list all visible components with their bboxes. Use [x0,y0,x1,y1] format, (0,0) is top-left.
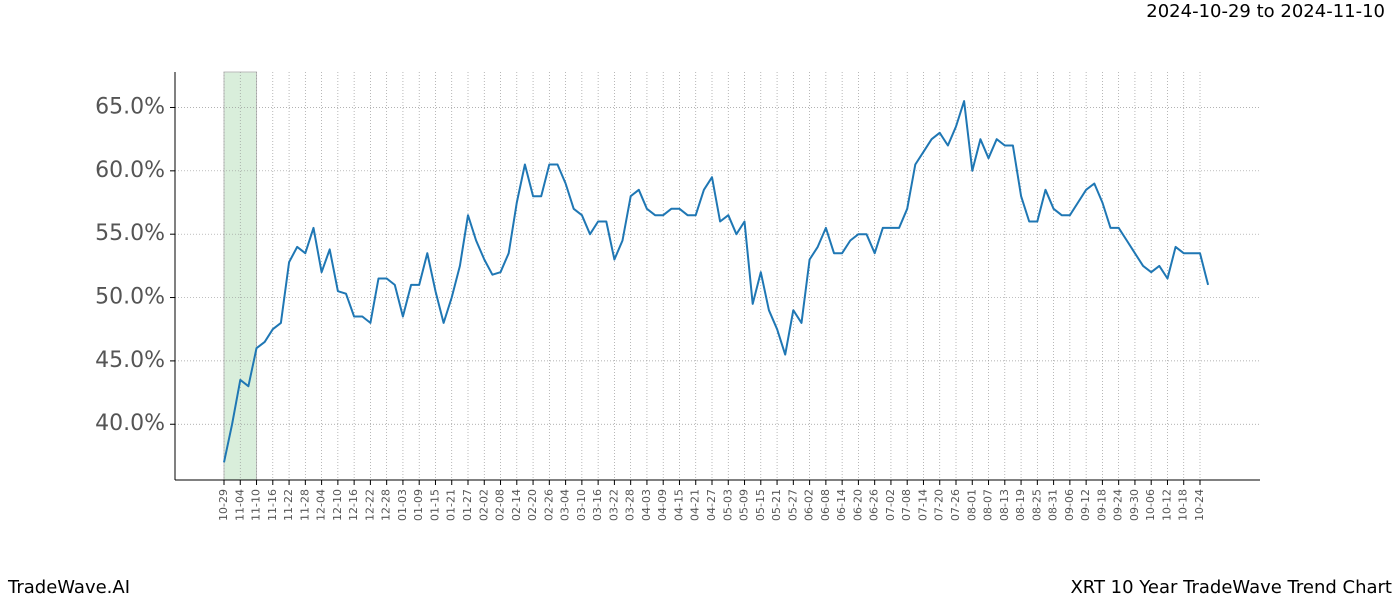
x-tick-label: 01-15 [428,489,441,521]
x-tick-label: 12-04 [315,489,328,521]
x-tick-label: 05-27 [786,489,799,521]
x-tick-label: 05-15 [754,489,767,521]
x-tick-label: 08-19 [1014,489,1027,521]
x-tick-label: 02-02 [477,489,490,521]
chart-title: 2024-10-29 to 2024-11-10 [1146,1,1385,22]
x-tick-label: 09-06 [1063,489,1076,521]
x-tick-label: 06-14 [835,489,848,521]
x-tick-label: 02-20 [526,489,539,521]
x-tick-label: 03-16 [591,489,604,521]
x-tick-label: 08-01 [965,489,978,521]
data-line [223,100,1210,463]
x-tick-label: 05-03 [721,489,734,521]
x-tick-label: 06-08 [819,489,832,521]
x-tick-label: 01-09 [412,489,425,521]
x-tick-label: 10-29 [217,489,230,521]
x-tick-label: 07-26 [949,489,962,521]
x-tick-label: 03-28 [624,489,637,521]
x-tick-label: 04-15 [672,489,685,521]
x-tick-label: 06-26 [868,489,881,521]
x-tick-label: 12-10 [331,489,344,521]
y-tick-label: 60.0% [95,158,165,183]
x-tick-label: 01-27 [461,489,474,521]
x-tick-label: 11-10 [250,489,263,521]
x-tick-label: 04-21 [689,489,702,521]
x-tick-label: 11-16 [266,489,279,521]
x-tick-label: 06-20 [851,489,864,521]
x-tick-label: 05-21 [770,489,783,521]
x-tick-label: 04-09 [656,489,669,521]
x-tick-label: 03-04 [559,489,572,521]
y-tick-label: 45.0% [95,348,165,373]
x-tick-label: 03-10 [575,489,588,521]
x-tick-label: 08-13 [998,489,1011,521]
x-tick-label: 08-25 [1030,489,1043,521]
x-tick-label: 09-12 [1079,489,1092,521]
x-tick-label: 03-22 [607,489,620,521]
x-tick-label: 12-16 [347,489,360,521]
y-tick-label: 50.0% [95,285,165,310]
y-tick-label: 55.0% [95,221,165,246]
x-tick-label: 04-27 [705,489,718,521]
brand: TradeWave.AI [7,577,130,598]
x-tick-label: 09-30 [1128,489,1141,521]
x-tick-label: 05-09 [738,489,751,521]
x-tick-label: 10-12 [1160,489,1173,521]
x-tick-label: 10-24 [1193,489,1206,521]
x-tick-label: 04-03 [640,489,653,521]
x-tick-label: 11-28 [298,489,311,521]
x-tick-label: 02-26 [542,489,555,521]
x-tick-label: 11-22 [282,489,295,521]
x-tick-label: 07-20 [933,489,946,521]
x-tick-label: 01-03 [396,489,409,521]
y-tick-label: 65.0% [95,94,165,119]
x-tick-label: 07-14 [916,489,929,521]
x-tick-label: 12-28 [380,489,393,521]
x-tick-label: 07-08 [900,489,913,521]
y-tick-label: 40.0% [95,411,165,436]
x-tick-label: 02-14 [510,489,523,521]
x-tick-label: 01-21 [445,489,458,521]
x-tick-label: 10-18 [1177,489,1190,521]
x-tick-label: 09-24 [1112,489,1125,521]
x-tick-label: 10-06 [1144,489,1157,521]
x-tick-label: 12-22 [363,489,376,521]
x-tick-label: 08-31 [1047,489,1060,521]
x-tick-label: 09-18 [1095,489,1108,521]
x-tick-label: 07-02 [884,489,897,521]
x-tick-label: 08-07 [982,489,995,521]
chart-caption: XRT 10 Year TradeWave Trend Chart [1070,577,1392,598]
x-tick-label: 06-02 [803,489,816,521]
x-tick-label: 02-08 [494,489,507,521]
x-tick-label: 11-04 [233,489,246,521]
